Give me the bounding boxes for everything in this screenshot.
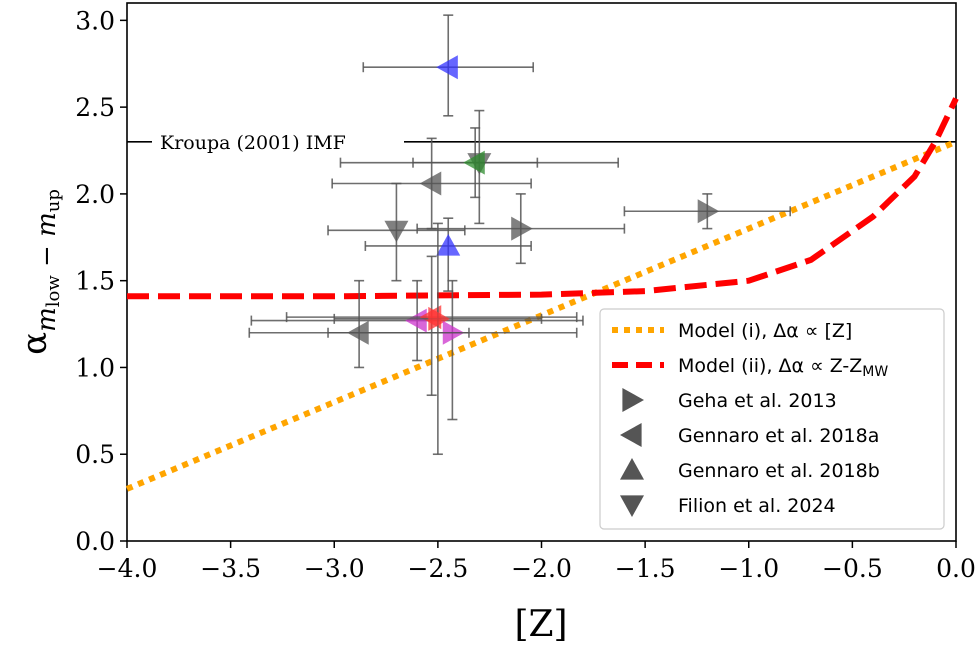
legend-marker-label: Gennaro et al. 2018b: [678, 460, 880, 482]
data-point: [362, 14, 535, 117]
y-axis-label-low: low: [43, 275, 64, 308]
y-tick-label: 3.0: [75, 6, 115, 35]
y-axis-label-m1: m: [32, 307, 62, 332]
x-tick-label: −2.0: [511, 554, 572, 583]
data-point: [412, 127, 539, 199]
legend-model-ii-label: Model (ii), Δα ∝ Z-ZMW: [678, 355, 888, 380]
y-axis-label-m2: m: [32, 212, 62, 237]
data-point: [623, 193, 792, 230]
data-point: [364, 217, 532, 292]
legend-marker-triangle-left: [620, 423, 642, 447]
x-tick-label: −1.0: [718, 554, 779, 583]
data-point-marker: [697, 199, 720, 224]
x-tick-label: −2.5: [408, 554, 469, 583]
y-axis-label: αmlow − mup: [15, 189, 64, 355]
data-point: [333, 222, 543, 456]
data-point-marker: [436, 233, 461, 256]
y-tick-label: 0.0: [75, 527, 115, 556]
y-axis-label-up: up: [43, 189, 64, 212]
data-point: [327, 182, 466, 282]
y-tick-label: 2.5: [75, 93, 115, 122]
data-point: [248, 279, 470, 369]
x-tick-label: −3.0: [304, 554, 365, 583]
legend-marker-label: Geha et al. 2013: [678, 390, 837, 412]
data-point-marker: [384, 220, 409, 243]
legend-marker-label: Gennaro et al. 2018a: [678, 425, 879, 447]
legend: Model (i), Δα ∝ [Z] Model (ii), Δα ∝ Z-ZM…: [599, 308, 945, 530]
reference-line-group: Kroupa (2001) IMF: [127, 132, 956, 154]
legend-model-i-label: Model (i), Δα ∝ [Z]: [678, 320, 852, 342]
x-tick-label: 0.0: [936, 554, 976, 583]
data-point-marker: [436, 55, 458, 80]
legend-marker-triangle-down: [620, 495, 644, 517]
data-point: [250, 279, 584, 362]
model-ii-line: [127, 97, 959, 300]
x-axis-label: [Z]: [514, 604, 567, 645]
x-tick-label: −1.5: [615, 554, 676, 583]
reference-line-label: Kroupa (2001) IMF: [160, 132, 346, 154]
y-tick-label: 1.5: [75, 267, 115, 296]
y-tick-label: 1.0: [75, 353, 115, 382]
y-axis-label-sep: −: [32, 237, 62, 275]
y-tick-label: 2.0: [75, 180, 115, 209]
legend-marker-label: Filion et al. 2024: [678, 495, 836, 517]
data-points: [248, 14, 792, 456]
data-point-marker: [405, 308, 427, 333]
x-axis-ticks: −4.0 −3.5 −3.0 −2.5 −2.0 −1.5 −1.0 −0.5 0.0: [97, 541, 976, 583]
data-point-marker: [463, 150, 485, 175]
y-axis-ticks: 0.0 0.5 1.0 1.5 2.0 2.5 3.0: [75, 6, 127, 556]
legend-model-ii-subscript: MW: [862, 364, 888, 380]
legend-marker-triangle-right: [622, 388, 644, 412]
data-point-marker: [428, 306, 450, 331]
data-point: [416, 193, 626, 265]
x-tick-label: −4.0: [97, 554, 158, 583]
data-point: [331, 137, 532, 230]
data-point: [327, 279, 578, 421]
legend-box: [599, 308, 945, 530]
data-point-marker: [511, 216, 533, 241]
x-tick-label: −0.5: [822, 554, 883, 583]
y-axis-label-base: α: [15, 332, 55, 355]
y-tick-label: 0.5: [75, 440, 115, 469]
x-tick-label: −3.5: [200, 554, 261, 583]
data-point-marker: [419, 171, 442, 196]
legend-marker-triangle-up: [620, 458, 644, 480]
data-point-marker: [347, 320, 369, 345]
